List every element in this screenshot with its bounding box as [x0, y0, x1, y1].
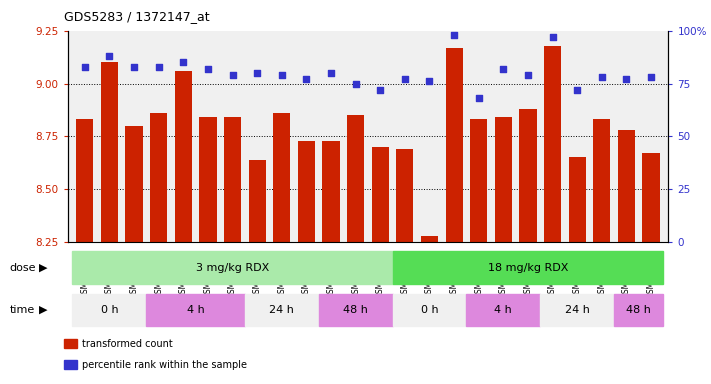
Bar — [224, 118, 241, 242]
Bar — [73, 252, 392, 284]
Bar — [150, 113, 167, 242]
Text: 4 h: 4 h — [494, 305, 512, 315]
Point — [178, 59, 189, 65]
Bar — [372, 147, 389, 242]
Bar — [614, 294, 663, 326]
Point — [301, 76, 312, 83]
Point — [153, 64, 164, 70]
Bar — [519, 109, 537, 242]
Text: 18 mg/kg RDX: 18 mg/kg RDX — [488, 263, 568, 273]
Point — [276, 72, 287, 78]
Point — [104, 53, 115, 59]
Text: time: time — [9, 305, 35, 315]
Point — [596, 74, 607, 80]
Bar — [392, 294, 466, 326]
Text: percentile rank within the sample: percentile rank within the sample — [82, 360, 247, 370]
Text: 48 h: 48 h — [343, 305, 368, 315]
Text: transformed count: transformed count — [82, 339, 173, 349]
Point — [646, 74, 657, 80]
Text: ▶: ▶ — [39, 263, 48, 273]
Bar — [466, 294, 540, 326]
Text: GDS5283 / 1372147_at: GDS5283 / 1372147_at — [64, 10, 210, 23]
Bar — [322, 141, 340, 242]
Bar — [347, 115, 364, 242]
Text: 24 h: 24 h — [565, 305, 589, 315]
Point — [350, 81, 361, 87]
Point — [129, 64, 140, 70]
Bar — [125, 126, 143, 242]
Bar — [446, 48, 463, 242]
Text: 48 h: 48 h — [626, 305, 651, 315]
Point — [572, 87, 583, 93]
Bar — [643, 153, 660, 242]
Text: 3 mg/kg RDX: 3 mg/kg RDX — [196, 263, 269, 273]
Point — [424, 78, 435, 84]
Point — [79, 64, 90, 70]
Bar — [245, 294, 319, 326]
Bar — [319, 294, 392, 326]
Bar — [470, 119, 487, 242]
Bar — [540, 294, 614, 326]
Point — [449, 32, 460, 38]
Bar — [593, 119, 611, 242]
Bar — [273, 113, 290, 242]
Bar — [73, 294, 146, 326]
Point — [227, 72, 238, 78]
Bar — [76, 119, 93, 242]
Bar — [298, 141, 315, 242]
Bar — [396, 149, 414, 242]
Bar — [421, 236, 438, 242]
Point — [523, 72, 534, 78]
Bar — [544, 46, 561, 242]
Point — [498, 66, 509, 72]
Point — [473, 95, 484, 101]
Point — [375, 87, 386, 93]
Bar — [249, 160, 266, 242]
Point — [399, 76, 410, 83]
Text: dose: dose — [9, 263, 36, 273]
Text: 0 h: 0 h — [421, 305, 438, 315]
Point — [621, 76, 632, 83]
Point — [252, 70, 263, 76]
Text: 4 h: 4 h — [187, 305, 205, 315]
Bar — [392, 252, 663, 284]
Bar — [146, 294, 245, 326]
Point — [202, 66, 213, 72]
Point — [547, 34, 558, 40]
Bar — [101, 63, 118, 242]
Text: 24 h: 24 h — [269, 305, 294, 315]
Bar — [569, 157, 586, 242]
Text: ▶: ▶ — [39, 305, 48, 315]
Bar — [618, 130, 635, 242]
Bar — [495, 118, 512, 242]
Text: 0 h: 0 h — [100, 305, 118, 315]
Point — [326, 70, 337, 76]
Bar — [199, 118, 217, 242]
Bar — [175, 71, 192, 242]
